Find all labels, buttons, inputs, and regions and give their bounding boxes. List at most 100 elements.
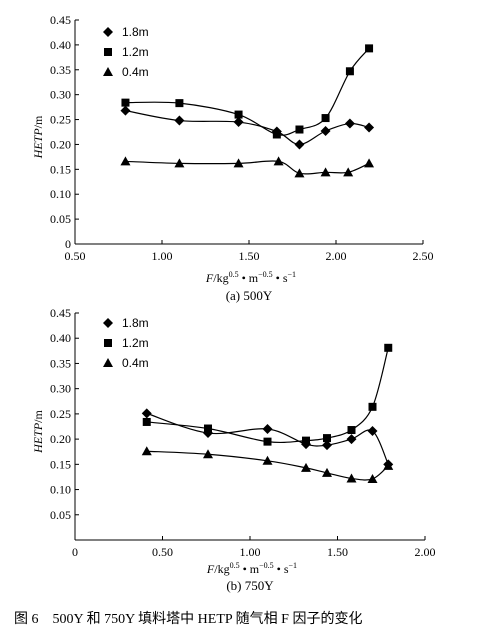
data-point-0.4m xyxy=(233,158,244,168)
y-tick-label: 0.20 xyxy=(50,432,71,446)
data-point-0.4m xyxy=(346,473,357,483)
data-point-1.2m xyxy=(121,98,130,107)
y-axis-label-var: HETP xyxy=(31,128,45,160)
data-point-0.4m xyxy=(367,473,378,483)
y-tick-label: 0 xyxy=(65,237,71,251)
data-point-1.8m xyxy=(322,440,332,451)
data-point-0.4m xyxy=(203,449,213,459)
data-point-0.4m xyxy=(120,156,131,166)
data-point-1.2m xyxy=(204,424,212,433)
legend-marker-1.2m xyxy=(104,339,112,347)
data-point-0.4m xyxy=(174,158,185,168)
legend-label-1.2m: 1.2m xyxy=(122,336,149,350)
data-point-1.2m xyxy=(175,99,184,108)
x-axis-label-unit: • m xyxy=(240,562,260,576)
x-axis-label-var: F xyxy=(205,271,214,285)
data-point-0.4m xyxy=(383,460,394,470)
chart-a: 0 0.05 0.10 0.15 0.20 0.25 0.30 0.35 0.40 0.45 0.5… xyxy=(31,13,434,303)
figure-canvas: 0 0.05 0.10 0.15 0.20 0.25 0.30 0.35 0.40 0.45 0.5… xyxy=(31,13,436,593)
data-point-1.8m xyxy=(294,139,305,150)
data-point-1.8m xyxy=(120,105,131,116)
y-tick-label: 0.40 xyxy=(50,38,71,52)
y-axis-label-unit: /m xyxy=(31,115,45,128)
data-point-1.8m xyxy=(344,118,355,129)
y-tick-label: 0.35 xyxy=(50,63,71,77)
data-point-1.8m xyxy=(141,408,152,419)
x-tick-label: 2.00 xyxy=(326,249,347,263)
data-point-1.2m xyxy=(323,434,331,443)
x-axis-label-unit: /kg xyxy=(214,562,229,576)
x-tick-label: 0.50 xyxy=(65,249,86,263)
x-axis-label: F/kg0.5 • m−0.5 • s−1 xyxy=(205,270,296,285)
data-point-0.4m xyxy=(294,168,305,178)
y-tick-label: 0.05 xyxy=(50,212,71,226)
data-point-1.2m xyxy=(345,67,354,76)
data-point-0.4m xyxy=(364,158,375,168)
y-axis-label: HETP/m xyxy=(31,115,45,159)
x-tick-label: 1.50 xyxy=(239,249,260,263)
y-tick-label: 0.20 xyxy=(50,137,71,151)
data-point-1.2m xyxy=(302,436,310,445)
x-tick-label: 1.00 xyxy=(152,249,173,263)
x-axis-label-unit: • s xyxy=(274,562,289,576)
data-point-1.8m xyxy=(346,434,357,445)
figure-caption: 图 6 500Y 和 750Y 填料塔中 HETP 随气相 F 因子的变化 xyxy=(14,612,363,627)
data-point-1.2m xyxy=(384,343,393,352)
y-tick-label: 0.30 xyxy=(50,382,71,396)
data-point-1.2m xyxy=(234,110,243,119)
y-tick-label: 0.15 xyxy=(50,457,71,471)
series-line-1.2m xyxy=(125,47,370,136)
x-axis-label-unit: /kg xyxy=(213,271,228,285)
y-tick-label: 0.35 xyxy=(50,356,71,370)
legend-label-1.2m: 1.2m xyxy=(122,45,149,59)
x-tick-label: 2.50 xyxy=(413,249,434,263)
data-point-0.4m xyxy=(343,167,354,177)
y-tick-label: 0.05 xyxy=(50,508,71,522)
y-tick-label: 0.25 xyxy=(50,113,71,127)
data-point-1.2m xyxy=(272,130,281,139)
legend-label-1.8m: 1.8m xyxy=(122,316,149,330)
data-point-0.4m xyxy=(273,156,284,166)
data-point-0.4m xyxy=(320,167,331,177)
series-line-0.4m xyxy=(125,160,370,175)
chart-subtitle: (a) 500Y xyxy=(226,288,273,303)
data-point-1.2m xyxy=(321,114,330,123)
x-axis-label-exp: 0.5 xyxy=(230,561,240,570)
legend-label-1.8m: 1.8m xyxy=(122,25,149,39)
y-tick-label: 0.40 xyxy=(50,331,71,345)
data-point-0.4m xyxy=(141,446,152,456)
legend-marker-1.8m xyxy=(103,318,113,328)
y-axis-label: HETP/m xyxy=(31,410,45,454)
chart-b: 0.05 0.10 0.15 0.20 0.25 0.30 0.35 0.40 0.45 0 0.5… xyxy=(31,306,436,593)
x-tick-label: 0.50 xyxy=(152,545,173,559)
x-tick-label: 1.00 xyxy=(240,545,261,559)
legend-marker-1.8m xyxy=(103,27,113,37)
x-axis-label: F/kg0.5 • m−0.5 • s−1 xyxy=(206,561,297,576)
x-axis-label-exp: −1 xyxy=(289,561,298,570)
data-point-0.4m xyxy=(301,462,311,472)
series-line-1.8m xyxy=(125,110,370,146)
y-tick-label: 0.10 xyxy=(50,483,71,497)
y-axis-label-unit: /m xyxy=(31,410,45,423)
chart-subtitle: (b) 750Y xyxy=(226,578,274,593)
y-tick-label: 0.15 xyxy=(50,162,71,176)
x-tick-label: 1.50 xyxy=(327,545,348,559)
data-point-1.8m xyxy=(320,126,331,137)
data-point-1.2m xyxy=(368,402,377,411)
y-axis-label-var: HETP xyxy=(31,422,45,454)
x-axis-label-unit: • m xyxy=(239,271,259,285)
y-tick-label: 0.30 xyxy=(50,88,71,102)
data-point-1.8m xyxy=(233,117,244,128)
x-axis-label-exp: −0.5 xyxy=(258,270,273,279)
x-axis-label-var: F xyxy=(206,562,215,576)
y-tick-label: 0.45 xyxy=(50,13,71,27)
y-tick-label: 0.10 xyxy=(50,187,71,201)
x-axis-label-exp: −1 xyxy=(288,270,297,279)
x-tick-label: 2.00 xyxy=(415,545,436,559)
data-point-1.2m xyxy=(347,426,356,435)
data-point-1.8m xyxy=(174,115,185,126)
x-axis-label-exp: −0.5 xyxy=(259,561,274,570)
data-point-1.8m xyxy=(364,122,375,133)
y-tick-label: 0.45 xyxy=(50,306,71,320)
y-tick-label: 0.25 xyxy=(50,407,71,421)
